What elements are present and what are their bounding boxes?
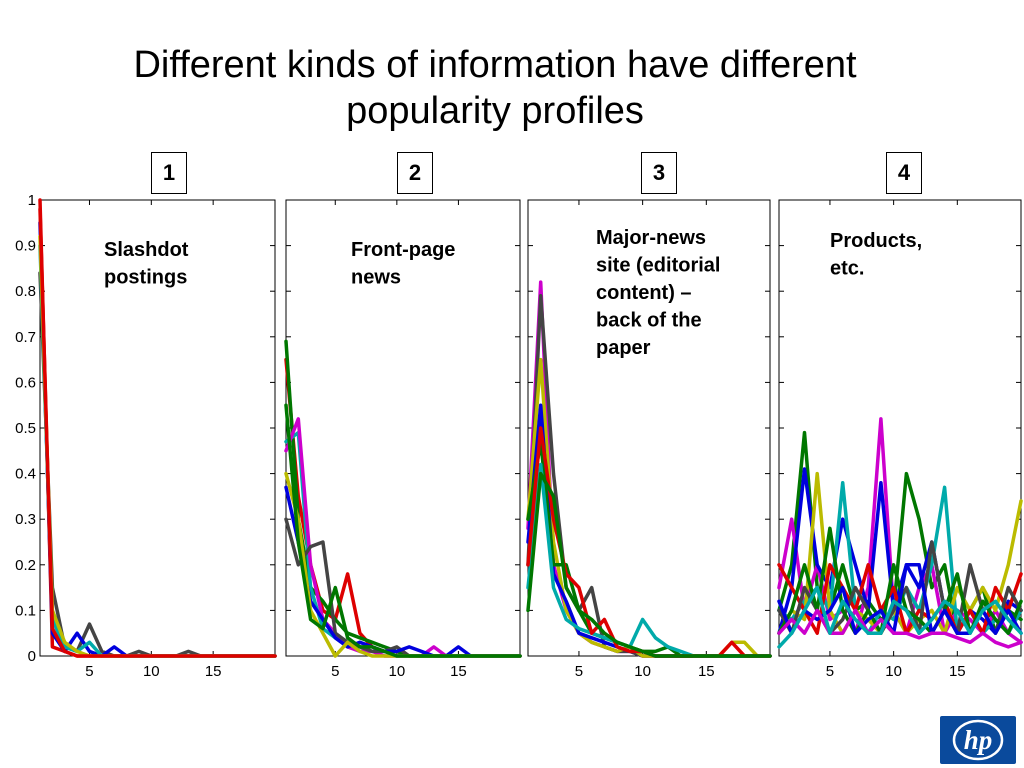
annotation-line: Major-news <box>596 227 706 249</box>
annotation-line: paper <box>596 337 651 359</box>
y-tick-label: 0.9 <box>15 238 36 255</box>
y-tick-label: 0.8 <box>15 283 36 300</box>
x-tick-label: 15 <box>205 663 222 680</box>
plot-frame-3 <box>527 199 771 657</box>
hp-logo: hp <box>940 716 1016 764</box>
y-tick-label: 0.2 <box>15 557 36 574</box>
panel-annotation-4: Products, etc. <box>830 230 922 280</box>
x-tick-label: 5 <box>331 663 339 680</box>
series-line <box>38 207 277 658</box>
y-tick-label: 0.7 <box>15 329 36 346</box>
annotation-line: content) – <box>596 282 692 304</box>
plot-frame-2 <box>285 199 521 657</box>
annotation-line: etc. <box>830 258 864 280</box>
hp-logo-mark: hp <box>964 725 993 755</box>
x-tick-label: 10 <box>634 663 651 680</box>
x-tick-label: 15 <box>450 663 467 680</box>
panel-number-2: 2 <box>397 152 433 194</box>
panel-number-3: 3 <box>641 152 677 194</box>
panel-annotation-2: Front-page news <box>351 239 455 289</box>
series-line <box>777 471 1023 635</box>
annotation-line: back of the <box>596 310 702 332</box>
x-tick-label: 15 <box>949 663 966 680</box>
annotation-line: Front-page <box>351 239 455 261</box>
x-tick-label: 15 <box>698 663 715 680</box>
annotation-line: site (editorial <box>596 255 720 277</box>
series-line <box>284 403 522 658</box>
annotation-line: Products, <box>830 230 922 252</box>
panel-annotation-3: Major-news site (editorial content) – back … <box>596 227 720 359</box>
y-tick-label: 0.6 <box>15 374 36 391</box>
x-tick-label: 10 <box>143 663 160 680</box>
series-line <box>777 608 1023 649</box>
x-tick-label: 5 <box>826 663 834 680</box>
y-tick-label: 1 <box>28 192 36 209</box>
annotation-line: postings <box>104 267 187 289</box>
x-tick-label: 5 <box>85 663 93 680</box>
x-tick-label: 10 <box>885 663 902 680</box>
series-line <box>777 585 1023 649</box>
annotation-line: Slashdot <box>104 239 189 261</box>
series-line <box>526 471 772 658</box>
y-tick-label: 0.3 <box>15 511 36 528</box>
y-tick-label: 0.4 <box>15 466 36 483</box>
title-line-2: popularity profiles <box>346 90 644 132</box>
slide-title: Different kinds of information have diff… <box>0 42 990 134</box>
y-tick-label: 0.5 <box>15 420 36 437</box>
annotation-line: news <box>351 267 401 289</box>
plot-frame-1 <box>39 199 276 657</box>
panel-number-4: 4 <box>886 152 922 194</box>
series-line <box>777 563 1023 635</box>
title-line-1: Different kinds of information have diff… <box>133 44 857 86</box>
y-tick-label: 0 <box>28 648 36 665</box>
x-tick-label: 10 <box>388 663 405 680</box>
x-tick-label: 5 <box>575 663 583 680</box>
y-tick-label: 0.1 <box>15 602 36 619</box>
panel-number-1: 1 <box>151 152 187 194</box>
hp-logo-ring <box>952 719 1004 761</box>
panel-annotation-1: Slashdot postings <box>104 239 189 289</box>
